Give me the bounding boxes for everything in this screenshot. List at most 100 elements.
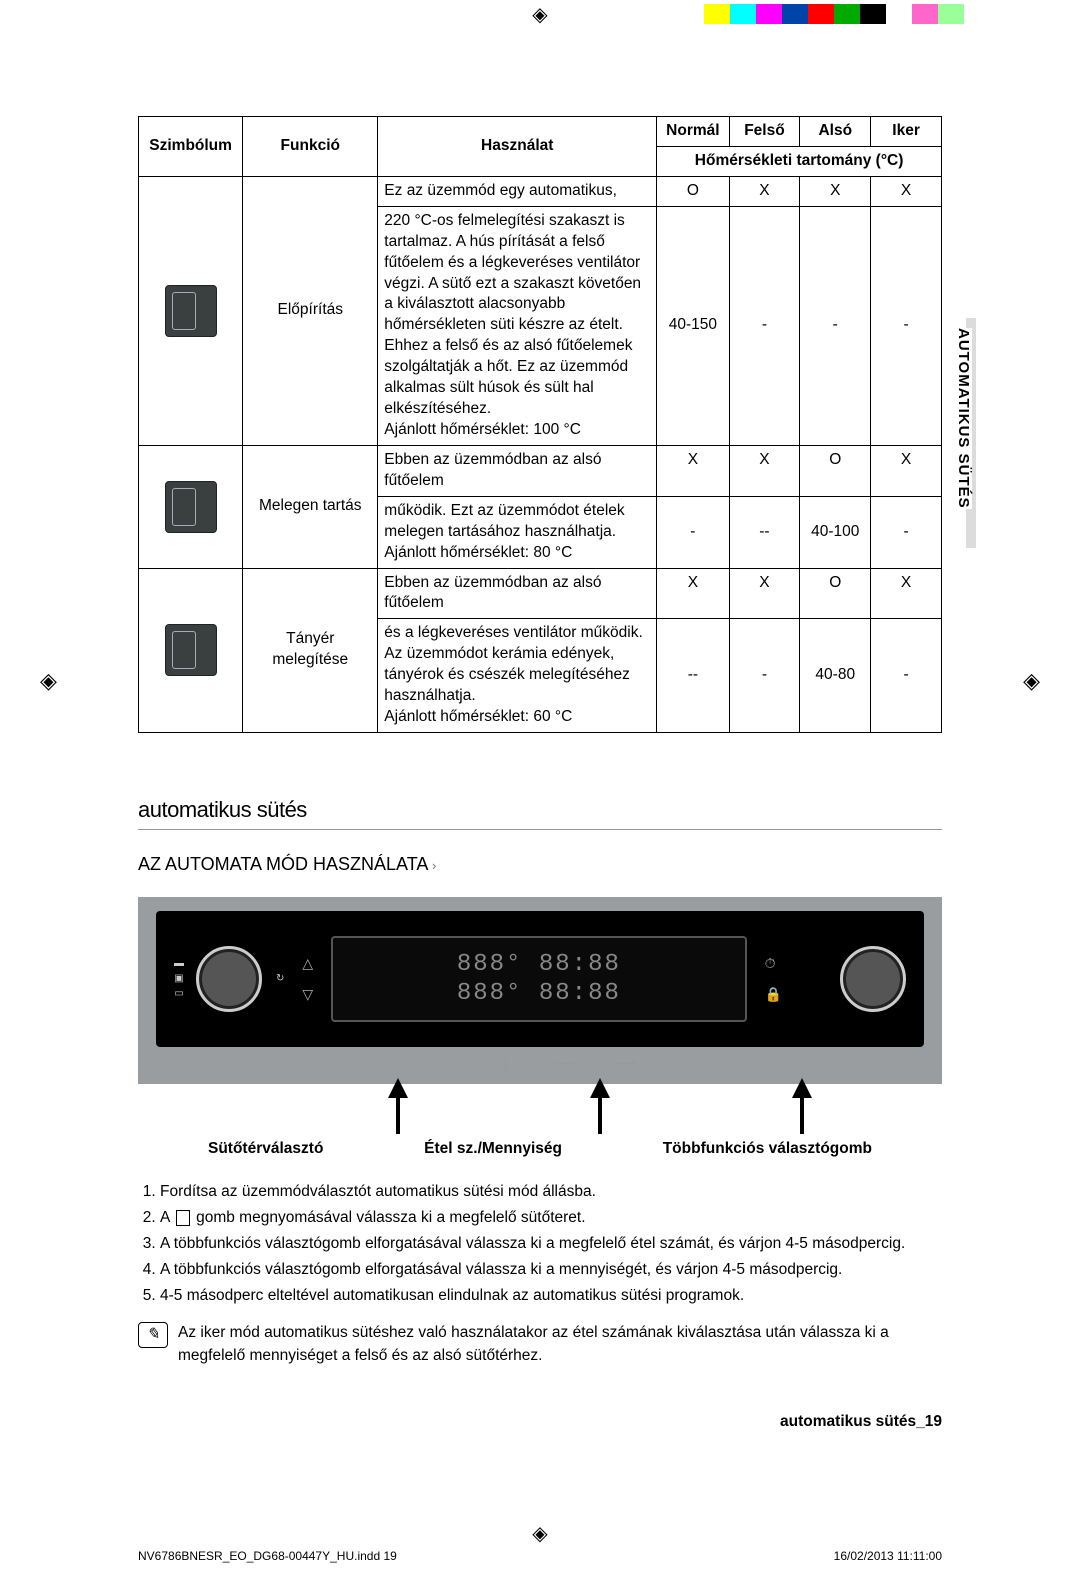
multi-selector-area xyxy=(840,946,906,1012)
symbol-cell xyxy=(139,176,243,445)
control-panel-inner: ▬▣▭ ↻ △ ▽ 888° 88:88 888° 88:88 ⏱ 🔒 xyxy=(156,911,924,1047)
range-upper: - xyxy=(729,206,800,445)
usage-cell-rest: működik. Ezt az üzemmódot ételek melegen… xyxy=(378,496,657,568)
val-upper: X xyxy=(729,176,800,206)
print-datetime: 16/02/2013 11:11:00 xyxy=(834,1549,942,1563)
cavity-button[interactable]: ▭ xyxy=(444,1055,457,1072)
range-upper: -- xyxy=(729,496,800,568)
step-item: A többfunkciós választógomb elforgatásáv… xyxy=(160,1232,942,1256)
val-upper: X xyxy=(729,568,800,619)
timer-button[interactable]: ⏱ xyxy=(765,955,782,972)
note-icon: ✎ xyxy=(138,1322,168,1348)
annotation-labels: Sütőtérválasztó Étel sz./Mennyiség Többf… xyxy=(138,1140,942,1158)
section-subheading: AZ AUTOMATA MÓD HASZNÁLATA xyxy=(138,854,942,875)
th-upper: Felső xyxy=(729,117,800,147)
range-normal: 40-150 xyxy=(657,206,729,445)
val-twin: X xyxy=(871,445,942,496)
multi-selector-knob[interactable] xyxy=(840,946,906,1012)
instruction-steps: Fordítsa az üzemmódválasztót automatikus… xyxy=(138,1180,942,1308)
up-button[interactable]: △ xyxy=(302,955,313,972)
lock-button[interactable]: 🔒 xyxy=(765,986,782,1003)
val-twin: X xyxy=(871,568,942,619)
up-down-buttons: △ ▽ xyxy=(302,955,313,1003)
mode-marks-r: ↻ xyxy=(276,973,284,984)
lcd-line2: 888° 88:88 xyxy=(457,980,621,1007)
annotation-arrows xyxy=(138,1072,942,1134)
section-heading: automatikus sütés xyxy=(138,797,942,823)
val-normal: X xyxy=(657,568,729,619)
temp-button[interactable]: 🌡 xyxy=(498,1055,516,1072)
color-calibration-strip xyxy=(678,4,990,24)
th-symbol: Szimbólum xyxy=(139,117,243,177)
register-mark-right: ◈ xyxy=(1023,668,1040,694)
page-footer: automatikus sütés_19 xyxy=(138,1413,942,1431)
step-item: Fordítsa az üzemmódválasztót automatikus… xyxy=(160,1180,942,1204)
function-cell: Előpírítás xyxy=(243,176,378,445)
range-normal: - xyxy=(657,496,729,568)
mode-selector-knob[interactable] xyxy=(196,946,262,1012)
step-item: A gomb megnyomásával válassza ki a megfe… xyxy=(160,1206,942,1230)
label-cavity-selector: Sütőtérválasztó xyxy=(208,1140,323,1158)
note-block: ✎ Az iker mód automatikus sütéshez való … xyxy=(138,1322,942,1367)
th-usage: Használat xyxy=(378,117,657,177)
print-crop-header: ◈ xyxy=(0,0,1080,28)
val-lower: O xyxy=(800,445,871,496)
th-lower: Alsó xyxy=(800,117,871,147)
usage-cell-top: Ebben az üzemmódban az alsó fűtőelem xyxy=(378,568,657,619)
function-cell: Tányér melegítése xyxy=(243,568,378,732)
heading-divider xyxy=(138,829,942,830)
symbol-cell xyxy=(139,445,243,568)
oven-mode-icon xyxy=(165,285,217,337)
range-twin: - xyxy=(871,496,942,568)
print-filename: NV6786BNESR_EO_DG68-00447Y_HU.indd 19 xyxy=(138,1549,397,1563)
range-twin: - xyxy=(871,206,942,445)
control-panel: ▬▣▭ ↻ △ ▽ 888° 88:88 888° 88:88 ⏱ 🔒 xyxy=(138,897,942,1084)
range-upper: - xyxy=(729,619,800,733)
range-normal: -- xyxy=(657,619,729,733)
down-button[interactable]: ▽ xyxy=(302,986,313,1003)
page-content: ◈ ◈ AUTOMATIKUS SÜTÉS Szimbólum Funkció … xyxy=(0,28,1080,1461)
usage-cell-top: Ez az üzemmód egy automatikus, xyxy=(378,176,657,206)
val-lower: O xyxy=(800,568,871,619)
val-upper: X xyxy=(729,445,800,496)
panel-strip-buttons: ▭ 🌡 ⟼ ⟶ xyxy=(156,1055,924,1072)
symbol-cell xyxy=(139,568,243,732)
lcd-line1: 888° 88:88 xyxy=(457,951,621,978)
print-footer: ◈ NV6786BNESR_EO_DG68-00447Y_HU.indd 19 … xyxy=(0,1521,1080,1571)
usage-cell-rest: és a légkeveréses ventilátor működik. Az… xyxy=(378,619,657,733)
lcd-display: 888° 88:88 888° 88:88 xyxy=(331,936,746,1022)
register-mark-top: ◈ xyxy=(532,2,547,27)
val-normal: X xyxy=(657,445,729,496)
val-twin: X xyxy=(871,176,942,206)
range-lower: 40-100 xyxy=(800,496,871,568)
register-mark-bottom: ◈ xyxy=(532,1521,547,1546)
duration-button[interactable]: ⟼ xyxy=(555,1055,575,1072)
register-mark-left: ◈ xyxy=(40,668,57,694)
th-normal: Normál xyxy=(657,117,729,147)
usage-cell-top: Ebben az üzemmódban az alsó fűtőelem xyxy=(378,445,657,496)
th-function: Funkció xyxy=(243,117,378,177)
mode-marks: ▬▣▭ xyxy=(174,958,184,999)
range-twin: - xyxy=(871,619,942,733)
step-item: A többfunkciós választógomb elforgatásáv… xyxy=(160,1258,942,1282)
val-normal: O xyxy=(657,176,729,206)
oven-mode-icon xyxy=(165,481,217,533)
val-lower: X xyxy=(800,176,871,206)
end-button[interactable]: ⟶ xyxy=(616,1055,636,1072)
th-twin: Iker xyxy=(871,117,942,147)
usage-cell-rest: 220 °C-os felmelegítési szakaszt is tart… xyxy=(378,206,657,445)
mode-selector-area: ▬▣▭ ↻ xyxy=(174,946,284,1012)
modes-table: Szimbólum Funkció Használat Normál Felső… xyxy=(138,116,942,733)
th-temp-range: Hőmérsékleti tartomány (°C) xyxy=(657,146,942,176)
timer-lock-buttons: ⏱ 🔒 xyxy=(765,955,782,1003)
side-tab-label: AUTOMATIKUS SÜTÉS xyxy=(953,328,972,509)
label-multi-selector: Többfunkciós választógomb xyxy=(663,1140,872,1158)
note-text: Az iker mód automatikus sütéshez való ha… xyxy=(178,1322,942,1367)
step-item: 4-5 másodperc elteltével automatikusan e… xyxy=(160,1284,942,1308)
function-cell: Melegen tartás xyxy=(243,445,378,568)
cavity-select-icon xyxy=(176,1210,190,1226)
range-lower: 40-80 xyxy=(800,619,871,733)
range-lower: - xyxy=(800,206,871,445)
label-food-qty: Étel sz./Mennyiség xyxy=(424,1140,562,1158)
oven-mode-icon xyxy=(165,624,217,676)
